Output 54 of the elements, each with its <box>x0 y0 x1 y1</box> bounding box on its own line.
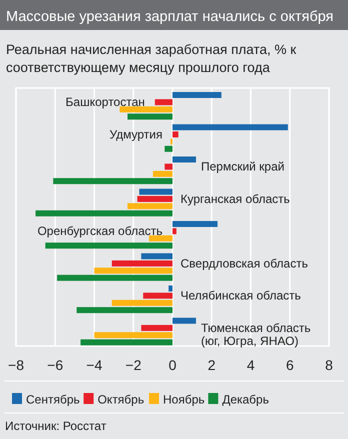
y-tick-label: Пермский край <box>200 160 284 174</box>
x-tick-label: 6 <box>286 357 294 373</box>
bar <box>128 114 172 120</box>
bar <box>172 318 196 324</box>
bar <box>141 324 172 331</box>
bar <box>139 188 172 195</box>
bar <box>137 196 172 202</box>
y-tick-label: Свердловская область <box>180 256 308 270</box>
bar <box>76 307 172 314</box>
bar <box>94 268 172 274</box>
bar <box>36 210 172 216</box>
x-tick-label: −4 <box>86 357 102 373</box>
y-tick-label: Оренбургская область <box>37 224 162 238</box>
x-tick-label: −6 <box>47 357 64 373</box>
bar <box>152 170 172 177</box>
bar <box>172 228 176 234</box>
x-tick-label: −8 <box>8 357 24 373</box>
y-tick-label: Тюменская область (юг, Югра, ЯНАО) <box>200 320 311 348</box>
bar <box>168 286 172 292</box>
chart-subtitle: Реальная начисленная заработная плата, % к соответствующему месяцу прошлого года <box>6 42 296 75</box>
bar <box>53 178 172 184</box>
bar <box>57 274 172 281</box>
y-tick-label: Курганская область <box>180 192 290 206</box>
legend-label: Октябрь <box>98 392 144 406</box>
y-tick-label: Челябинская область <box>180 288 301 302</box>
y-tick-label: Удмуртия <box>109 127 162 142</box>
bar <box>164 146 172 152</box>
bar <box>143 292 172 299</box>
bar <box>80 339 172 346</box>
x-tick-label: 8 <box>325 357 334 373</box>
legend-label: Ноябрь <box>163 392 205 406</box>
bar <box>112 300 172 306</box>
legend-label: Декабрь <box>222 392 269 406</box>
bar <box>149 235 172 242</box>
bar <box>128 203 172 210</box>
bar <box>172 124 288 130</box>
bar <box>112 260 172 266</box>
bar <box>172 92 222 98</box>
bar <box>45 242 172 249</box>
bar <box>94 332 172 338</box>
bar <box>172 131 178 138</box>
x-tick-label: 4 <box>246 357 255 373</box>
x-tick-label: −2 <box>125 357 142 373</box>
bar <box>172 156 196 162</box>
bar <box>154 99 172 106</box>
legend-label: Сентябрь <box>26 392 80 406</box>
x-tick-label: 0 <box>168 357 177 373</box>
bar <box>172 221 218 227</box>
text: Источник: Росстат <box>5 419 107 433</box>
x-tick-label: 2 <box>208 357 216 373</box>
chart-title: Массовые урезания зарплат начались с октября <box>6 9 334 25</box>
y-tick-label: Башкортостан <box>66 95 145 109</box>
bar <box>164 164 172 170</box>
bar <box>141 253 172 260</box>
